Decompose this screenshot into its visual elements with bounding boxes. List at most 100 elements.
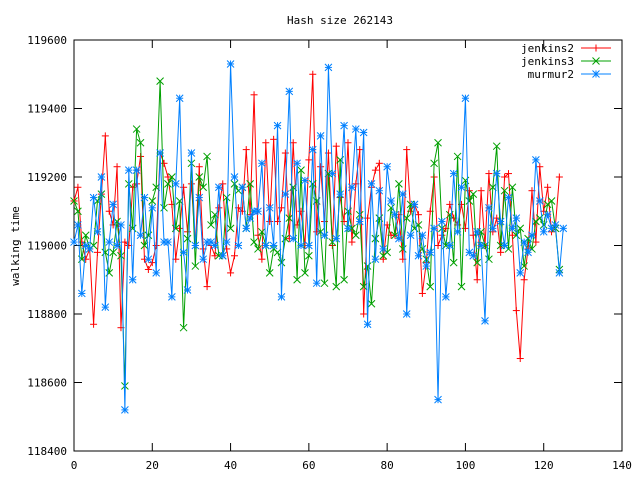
star-marker bbox=[148, 203, 157, 212]
series-line-jenkins2 bbox=[73, 74, 560, 359]
star-marker bbox=[183, 286, 192, 294]
marker-stroke bbox=[398, 245, 407, 253]
marker-stroke bbox=[520, 238, 528, 246]
star-marker bbox=[285, 87, 294, 96]
x-marker bbox=[434, 138, 442, 147]
marker-stroke bbox=[305, 251, 313, 260]
star-marker bbox=[191, 241, 200, 250]
star-marker bbox=[218, 251, 227, 260]
marker-stroke bbox=[359, 282, 368, 291]
plus-marker bbox=[250, 91, 258, 99]
axes: 118400 118600 118800 119000 119200 119400 1196… bbox=[27, 34, 632, 472]
marker-stroke bbox=[179, 248, 188, 257]
star-marker bbox=[422, 262, 431, 270]
plus-marker bbox=[227, 269, 235, 277]
legend-label-jenkins2: jenkins2 bbox=[521, 42, 574, 55]
marker-stroke bbox=[516, 269, 525, 277]
y-tick-label: 119400 bbox=[27, 103, 67, 116]
plus-marker bbox=[418, 289, 426, 297]
star-marker bbox=[265, 203, 274, 212]
x-marker bbox=[258, 227, 266, 236]
x-marker bbox=[301, 269, 309, 277]
x-marker bbox=[207, 221, 215, 229]
marker-stroke bbox=[308, 145, 317, 154]
star-marker bbox=[351, 125, 360, 133]
x-marker bbox=[109, 248, 117, 257]
star-marker bbox=[391, 210, 399, 219]
marker-stroke bbox=[312, 279, 321, 288]
star-marker bbox=[312, 279, 321, 288]
x-marker bbox=[136, 138, 145, 147]
marker-stroke bbox=[367, 179, 376, 188]
star-marker bbox=[261, 241, 270, 250]
star-marker bbox=[438, 217, 446, 226]
star-marker bbox=[481, 316, 489, 325]
plus-marker bbox=[152, 242, 160, 249]
marker-stroke bbox=[191, 241, 200, 250]
marker-stroke bbox=[520, 262, 528, 270]
star-marker bbox=[551, 221, 560, 229]
marker-stroke bbox=[265, 203, 274, 212]
marker-stroke bbox=[144, 255, 153, 264]
marker-stroke bbox=[81, 231, 90, 240]
plus-marker bbox=[101, 132, 109, 140]
plus-marker bbox=[187, 180, 195, 188]
marker-stroke bbox=[273, 248, 282, 257]
marker-stroke bbox=[246, 214, 254, 222]
marker-stroke bbox=[89, 193, 98, 202]
x-marker bbox=[359, 282, 368, 291]
x-marker bbox=[348, 224, 356, 233]
marker-stroke bbox=[81, 241, 90, 250]
marker-stroke bbox=[535, 197, 544, 205]
marker-stroke bbox=[211, 241, 219, 250]
x-marker bbox=[183, 234, 192, 243]
marker-stroke bbox=[293, 275, 301, 284]
x-marker bbox=[132, 125, 141, 133]
x-marker bbox=[273, 248, 282, 257]
star-marker bbox=[512, 214, 521, 222]
x-tick-label: 80 bbox=[381, 459, 394, 472]
x-marker bbox=[426, 282, 435, 291]
x-tick-label: 140 bbox=[612, 459, 632, 472]
marker-stroke bbox=[547, 197, 556, 205]
x-marker bbox=[81, 231, 90, 240]
marker-stroke bbox=[418, 231, 427, 240]
plus-marker bbox=[203, 283, 211, 291]
star-marker bbox=[136, 231, 145, 240]
marker-stroke bbox=[160, 203, 168, 212]
marker-stroke bbox=[592, 57, 600, 65]
x-marker bbox=[516, 224, 525, 233]
star-marker bbox=[305, 241, 313, 250]
star-marker bbox=[543, 210, 552, 219]
marker-stroke bbox=[422, 262, 431, 270]
x-marker bbox=[320, 279, 329, 288]
marker-stroke bbox=[132, 125, 141, 133]
plus-marker bbox=[493, 214, 501, 222]
star-marker bbox=[289, 234, 298, 243]
marker-stroke bbox=[316, 132, 325, 140]
x-marker bbox=[74, 207, 82, 216]
star-marker bbox=[320, 231, 329, 240]
plus-marker bbox=[313, 228, 321, 236]
star-marker bbox=[269, 241, 278, 250]
x-marker bbox=[156, 77, 164, 85]
marker-stroke bbox=[132, 166, 141, 175]
star-marker bbox=[175, 94, 184, 103]
marker-stroke bbox=[199, 183, 208, 192]
plus-marker bbox=[434, 242, 442, 249]
x-marker bbox=[203, 152, 211, 161]
star-marker bbox=[524, 248, 532, 257]
marker-stroke bbox=[273, 121, 282, 130]
marker-stroke bbox=[348, 183, 356, 192]
marker-stroke bbox=[281, 234, 290, 243]
x-marker bbox=[469, 190, 478, 198]
marker-stroke bbox=[109, 248, 117, 257]
marker-stroke bbox=[426, 282, 435, 291]
plus-marker bbox=[360, 310, 368, 318]
plus-marker bbox=[544, 183, 552, 191]
marker-stroke bbox=[183, 234, 192, 243]
star-marker bbox=[442, 293, 450, 301]
star-marker bbox=[363, 320, 372, 329]
marker-stroke bbox=[445, 241, 454, 250]
marker-stroke bbox=[442, 293, 450, 301]
